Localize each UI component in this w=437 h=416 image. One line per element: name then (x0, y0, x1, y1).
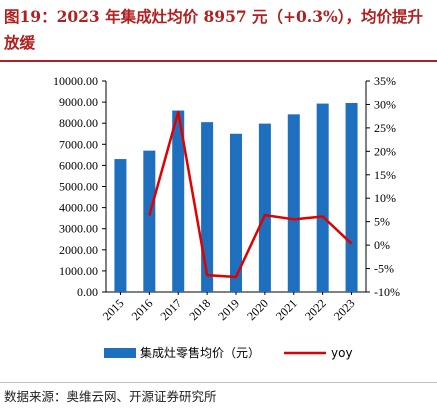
x-axis-tick-label: 2023 (331, 296, 358, 323)
source-divider (0, 382, 437, 383)
x-axis-tick-label: 2018 (186, 296, 213, 323)
price-bar (114, 159, 127, 292)
left-axis-tick-label: 3000.00 (59, 222, 98, 236)
x-axis-tick-label: 2021 (273, 296, 300, 323)
right-axis-tick-label: 35% (374, 74, 396, 88)
left-axis-tick-label: 1000.00 (59, 264, 98, 278)
source-note: 数据来源：奥维云网、开源证券研究所 (4, 389, 217, 404)
price-yoy-chart: 0.00 1000.00 2000.00 3000.00 4000.00 5000.00 6… (53, 74, 400, 360)
x-axis-tick-label: 2022 (302, 296, 329, 323)
title-divider (0, 60, 437, 62)
yoy-line-series (148, 110, 353, 279)
price-bar (230, 133, 242, 292)
x-axis-tick-label: 2019 (215, 296, 242, 323)
left-axis-tick-label: 6000.00 (59, 158, 98, 172)
right-axis-tick-label: 30% (374, 97, 396, 111)
left-axis-tick-label: 5000.00 (59, 180, 98, 194)
legend-bar-swatch (104, 348, 136, 358)
bar-series (114, 103, 358, 293)
price-bar (316, 103, 329, 293)
right-axis-tick-label: 5% (374, 215, 390, 229)
price-bar (287, 114, 300, 292)
right-axis-tick-label: 20% (374, 144, 396, 158)
price-bar (345, 103, 358, 293)
left-axis-tick-label: 10000.00 (53, 74, 98, 88)
x-axis-tick-label: 2015 (100, 296, 127, 323)
price-bar (201, 122, 214, 293)
left-axis-tick-label: 8000.00 (59, 116, 98, 130)
left-axis-tick-label: 4000.00 (59, 201, 98, 215)
right-axis-tick-label: 0% (374, 238, 390, 252)
right-axis-tick-label: -10% (374, 285, 400, 299)
right-axis-tick-label: 25% (374, 121, 396, 135)
chart-legend: 集成灶零售均价（元） yoy (104, 345, 353, 360)
x-axis-tick-label: 2016 (129, 296, 156, 323)
right-axis-tick-label: 15% (374, 168, 396, 182)
yoy-line (148, 110, 353, 279)
left-axis-tick-label: 2000.00 (59, 243, 98, 257)
left-axis-tick-label: 7000.00 (59, 137, 98, 151)
x-axis-tick-label: 2020 (244, 296, 271, 323)
left-axis-tick-label: 0.00 (77, 285, 98, 299)
x-axis-tick-label: 2017 (157, 296, 184, 323)
left-axis-tick-label: 9000.00 (59, 95, 98, 109)
legend-bar-label: 集成灶零售均价（元） (140, 345, 260, 360)
price-bar (172, 110, 185, 292)
right-axis-tick-label: 10% (374, 191, 396, 205)
price-bar (258, 123, 271, 292)
right-axis-tick-label: -5% (374, 262, 394, 276)
legend-line-label: yoy (331, 346, 353, 360)
price-bar (143, 150, 156, 292)
figure-title: 图19：2023 年集成灶均价 8957 元（+0.3%），均价提升放缓 (4, 7, 423, 52)
